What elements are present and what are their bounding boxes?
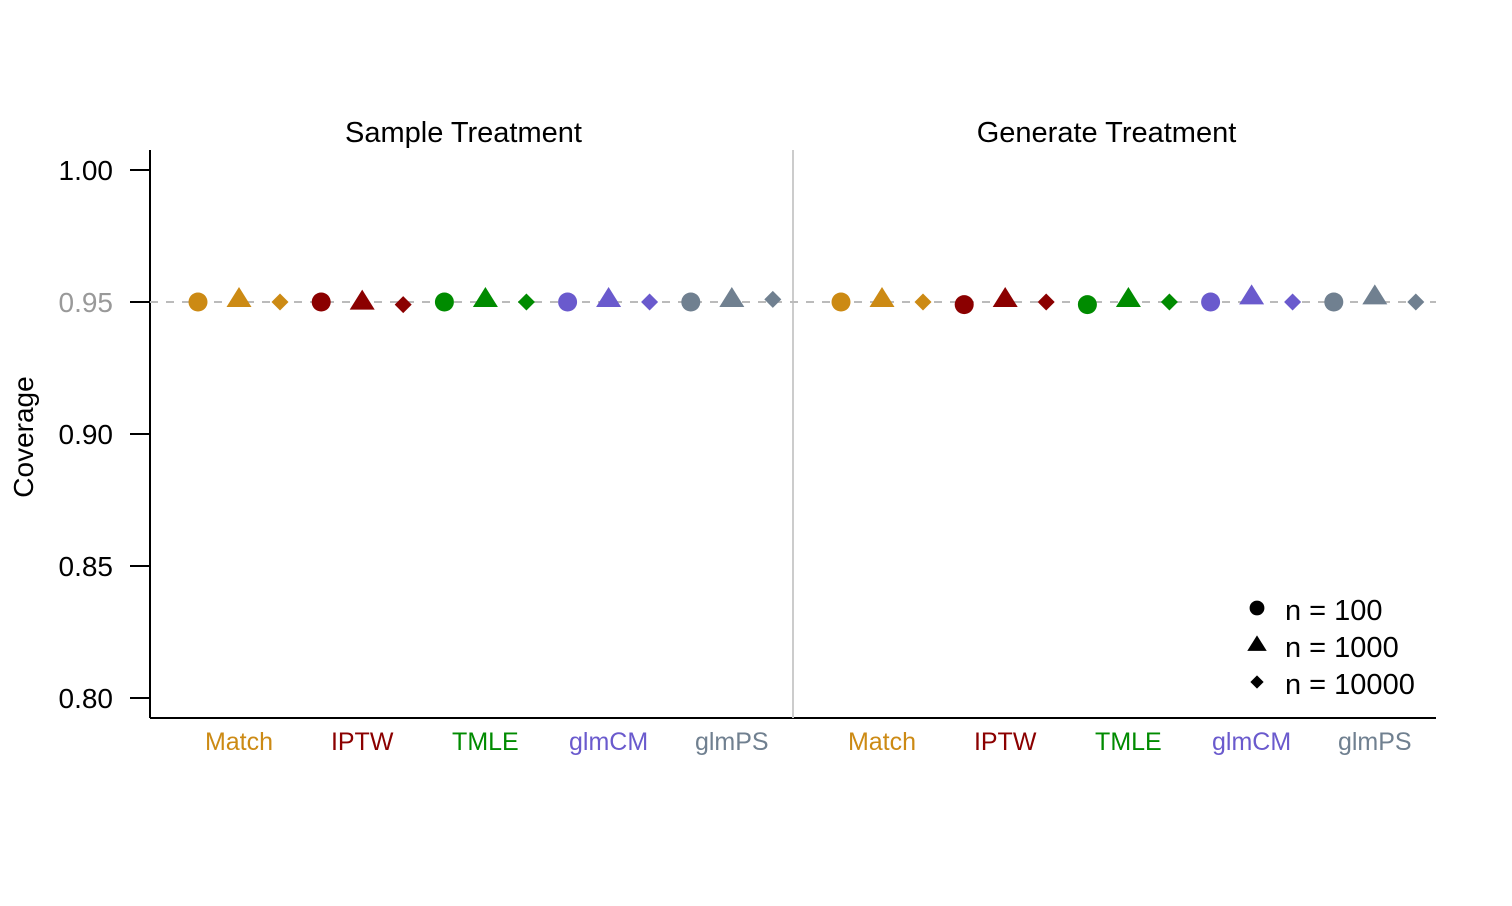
legend-label: n = 100 (1285, 595, 1383, 627)
data-point (719, 286, 745, 307)
x-tick-label: glmCM (569, 728, 648, 756)
panel-title: Generate Treatment (977, 117, 1237, 149)
y-axis-label: Coverage (8, 376, 39, 497)
y-tick-label: 1.00 (59, 155, 114, 186)
legend-label: n = 1000 (1285, 632, 1399, 664)
data-point (1284, 293, 1302, 311)
legend-symbol-circle (1249, 600, 1265, 616)
data-point (1037, 293, 1055, 311)
x-tick-label: glmCM (1212, 728, 1291, 756)
data-point (1362, 284, 1388, 305)
data-point (1239, 284, 1265, 305)
x-tick-label: glmPS (1338, 728, 1412, 756)
data-point (1201, 292, 1221, 312)
data-point (517, 293, 535, 311)
x-tick-label: IPTW (974, 728, 1037, 756)
data-point (188, 292, 208, 312)
data-point (394, 296, 412, 314)
data-point (1077, 295, 1097, 315)
data-point (472, 286, 498, 307)
panel-title: Sample Treatment (345, 117, 582, 149)
x-tick-label: Match (205, 728, 273, 756)
data-point (681, 292, 701, 312)
legend-label: n = 10000 (1285, 669, 1415, 701)
y-tick-label: 0.80 (59, 683, 114, 714)
data-point (434, 292, 454, 312)
x-tick-label: TMLE (1095, 728, 1162, 756)
data-point (764, 290, 782, 308)
data-point (311, 292, 331, 312)
data-point (914, 293, 932, 311)
data-point (1407, 293, 1425, 311)
data-point (1324, 292, 1344, 312)
data-point (641, 293, 659, 311)
data-point (226, 286, 252, 307)
legend-symbol-diamond (1250, 675, 1264, 689)
x-tick-label: TMLE (452, 728, 519, 756)
data-point (831, 292, 851, 312)
y-tick-label: 0.85 (59, 551, 114, 582)
data-point (1160, 293, 1178, 311)
data-point (558, 292, 578, 312)
y-tick-label: 0.90 (59, 419, 114, 450)
data-point (1115, 286, 1141, 307)
legend-symbol-triangle (1247, 635, 1267, 651)
y-tick-label: 0.95 (59, 287, 114, 318)
x-tick-label: glmPS (695, 728, 769, 756)
data-point (349, 289, 375, 310)
data-point (596, 286, 622, 307)
x-tick-label: Match (848, 728, 916, 756)
data-point (954, 295, 974, 315)
x-tick-label: IPTW (331, 728, 394, 756)
data-point (869, 286, 895, 307)
data-point (992, 286, 1018, 307)
data-point (271, 293, 289, 311)
